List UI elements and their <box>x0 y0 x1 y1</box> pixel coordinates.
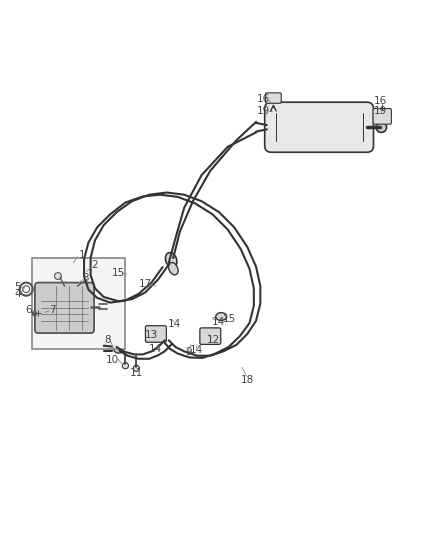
Text: 14: 14 <box>190 345 203 355</box>
Text: 11: 11 <box>130 368 143 378</box>
Ellipse shape <box>216 313 226 320</box>
FancyBboxPatch shape <box>265 102 374 152</box>
FancyBboxPatch shape <box>200 328 221 344</box>
Text: 7: 7 <box>49 305 56 315</box>
Text: 13: 13 <box>145 330 158 340</box>
Text: 14: 14 <box>212 317 225 327</box>
Text: 19: 19 <box>374 106 388 116</box>
Circle shape <box>122 362 128 369</box>
Text: 2: 2 <box>92 260 98 270</box>
Text: 14: 14 <box>149 344 162 354</box>
Text: 10: 10 <box>106 355 119 365</box>
Circle shape <box>133 365 139 372</box>
FancyBboxPatch shape <box>265 93 281 103</box>
FancyBboxPatch shape <box>373 109 391 124</box>
Circle shape <box>54 272 61 279</box>
Ellipse shape <box>169 262 178 275</box>
Circle shape <box>376 122 387 133</box>
Text: 17: 17 <box>138 279 152 289</box>
Bar <box>32 258 125 349</box>
Text: 14: 14 <box>168 319 181 329</box>
Text: 12: 12 <box>207 335 220 345</box>
Ellipse shape <box>166 253 177 268</box>
Text: 16: 16 <box>257 94 270 104</box>
Text: 15: 15 <box>223 314 237 324</box>
Text: 6: 6 <box>25 305 32 315</box>
Ellipse shape <box>113 344 124 353</box>
Text: 1: 1 <box>78 250 85 260</box>
Text: 5: 5 <box>14 282 21 293</box>
Text: 8: 8 <box>105 335 111 345</box>
Text: 16: 16 <box>374 96 388 106</box>
Text: 15: 15 <box>111 268 125 278</box>
Text: 4: 4 <box>14 289 21 299</box>
Text: 3: 3 <box>82 273 89 283</box>
Text: 19: 19 <box>257 106 270 116</box>
FancyBboxPatch shape <box>35 282 94 333</box>
Text: 9: 9 <box>185 347 192 357</box>
FancyBboxPatch shape <box>145 326 166 342</box>
Text: 18: 18 <box>240 375 254 385</box>
